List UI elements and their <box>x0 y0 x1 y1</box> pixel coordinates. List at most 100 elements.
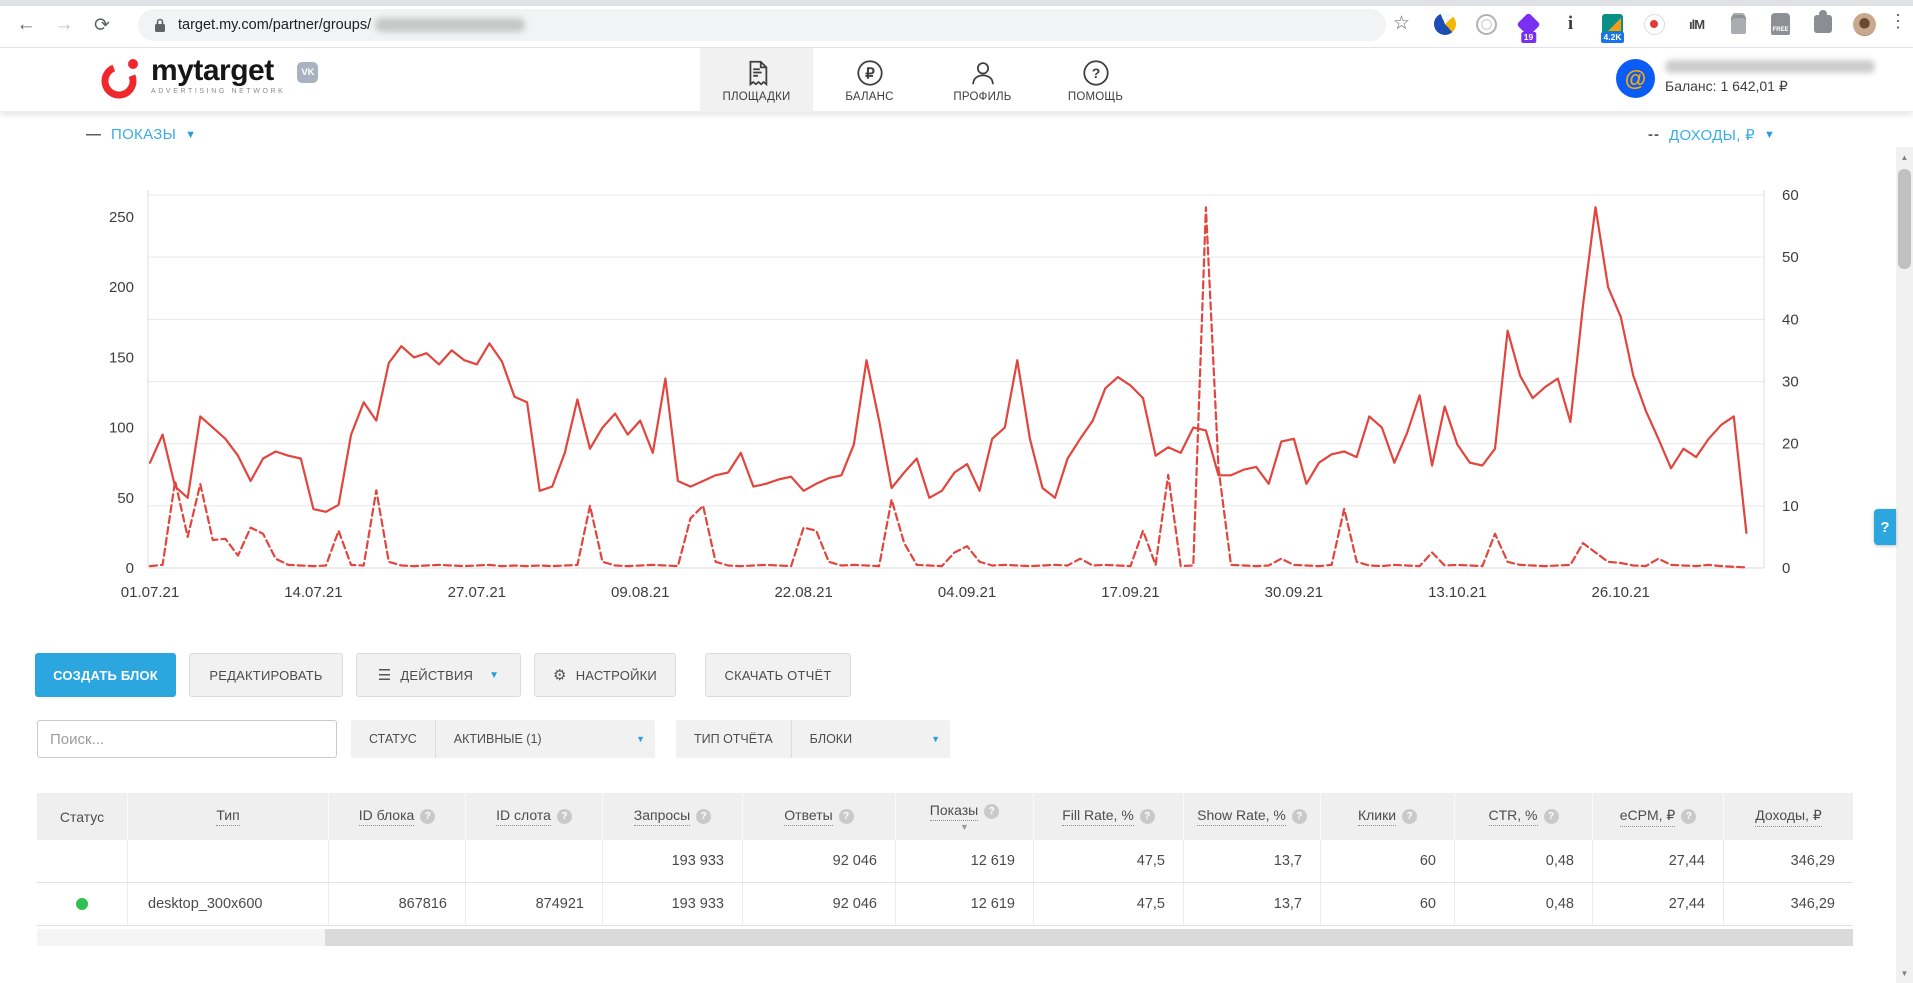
column-label-shows: Показы <box>929 802 979 821</box>
browser-tabstrip <box>0 0 1913 6</box>
actions-dropdown-button[interactable]: ☰ ДЕЙСТВИЯ ▼ <box>356 653 521 697</box>
column-header-status[interactable]: Статус <box>37 793 128 840</box>
column-header-clicks[interactable]: Клики? <box>1321 793 1455 840</box>
left-axis-tick-label: 50 <box>117 490 134 507</box>
help-icon-requests[interactable]: ? <box>696 809 712 824</box>
help-icon-responses[interactable]: ? <box>838 809 854 824</box>
hamburger-icon: ☰ <box>377 667 392 684</box>
help-icon-ctr[interactable]: ? <box>1543 809 1559 824</box>
column-header-shows[interactable]: Показы? ▼ <box>896 793 1034 840</box>
settings-label: НАСТРОЙКИ <box>575 667 657 683</box>
cell-type <box>128 840 329 882</box>
cell-fill_rate: 47,5 <box>1034 883 1184 925</box>
column-header-requests[interactable]: Запросы? <box>603 793 743 840</box>
download-report-button[interactable]: СКАЧАТЬ ОТЧЁТ <box>705 653 851 697</box>
edit-button[interactable]: РЕДАКТИРОВАТЬ <box>189 653 343 697</box>
globe-extension-icon[interactable] <box>1474 12 1499 37</box>
help-icon-block_id[interactable]: ? <box>420 809 436 824</box>
mytarget-logo[interactable]: mytarget ADVERTISING NETWORK VK <box>100 56 319 100</box>
table-summary-row[interactable]: 193 933 92 046 12 619 47,5 13,7 60 0,48 27,44 34… <box>37 840 1853 883</box>
recorder-extension-icon[interactable] <box>1642 12 1667 37</box>
vk-badge[interactable]: VK <box>297 62 319 83</box>
sort-desc-icon: ▼ <box>960 822 969 832</box>
cell-ctr: 0,48 <box>1455 840 1593 882</box>
table-row[interactable]: desktop_300x600 867816 874921 193 933 92 046… <box>37 883 1853 926</box>
bookmark-star-icon[interactable]: ☆ <box>1393 13 1411 34</box>
scroll-up-icon[interactable]: ▲ <box>1900 152 1909 162</box>
column-header-type[interactable]: Тип <box>128 793 329 840</box>
cell-income: 346,29 <box>1790 853 1835 869</box>
cell-clicks: 60 <box>1321 840 1455 882</box>
help-icon-slot_id[interactable]: ? <box>556 809 572 824</box>
help-fab-button[interactable]: ? <box>1874 509 1896 545</box>
vertical-scrollbar[interactable]: ▲ ▼ <box>1896 147 1913 983</box>
dashed-line-sample-icon: -- <box>1648 126 1660 143</box>
horizontal-scrollbar-thumb[interactable] <box>325 929 1853 946</box>
svg-text:₽: ₽ <box>865 65 875 82</box>
mailru-avatar: @ <box>1616 59 1655 98</box>
column-header-block_id[interactable]: ID блока? <box>329 793 466 840</box>
chevron-down-icon: ▼ <box>1764 129 1775 141</box>
i-extension-icon-glyph: i <box>1567 13 1574 34</box>
column-header-fill_rate[interactable]: Fill Rate, %? <box>1034 793 1184 840</box>
cell-income: 346,29 <box>1790 896 1835 912</box>
help-icon-shows[interactable]: ? <box>984 804 1000 819</box>
chevron-down-icon: ▼ <box>636 734 645 744</box>
vertical-scrollbar-thumb[interactable] <box>1898 169 1911 269</box>
horizontal-scrollbar[interactable] <box>37 929 1853 946</box>
status-filter-dropdown[interactable]: СТАТУС АКТИВНЫЕ (1) ▼ <box>351 720 655 758</box>
help-icon-show_rate[interactable]: ? <box>1291 809 1307 824</box>
column-header-ctr[interactable]: CTR, %? <box>1455 793 1593 840</box>
nav-item-help[interactable]: ? ПОМОЩЬ <box>1039 48 1152 112</box>
column-header-ecpm[interactable]: eCPM, ₽? <box>1593 793 1724 840</box>
iim-extension-icon-glyph: ılM <box>1688 16 1705 32</box>
free-extension-icon[interactable]: FREE <box>1768 12 1793 37</box>
nav-item-sites[interactable]: ПЛОЩАДКИ <box>700 48 813 112</box>
gear-icon: ⚙ <box>553 667 567 684</box>
legend-shows-dropdown[interactable]: — ПОКАЗЫ ▼ <box>86 126 196 143</box>
cell-slot_id: 874921 <box>466 883 603 925</box>
help-icon-ecpm[interactable]: ? <box>1681 809 1697 824</box>
purple-extension-icon[interactable]: 19 <box>1516 11 1541 43</box>
legend-income-dropdown[interactable]: -- ДОХОДЫ, ₽ ▼ <box>1648 126 1775 144</box>
sphere-extension-icon-glyph <box>1433 13 1456 35</box>
shows-solid-line <box>148 206 1748 534</box>
account-widget[interactable]: @ Баланс: 1 642,01 ₽ <box>1616 59 1875 98</box>
i-extension-icon[interactable]: i <box>1558 12 1583 37</box>
settings-button[interactable]: ⚙ НАСТРОЙКИ <box>534 653 676 697</box>
report-type-dropdown[interactable]: ТИП ОТЧЁТА БЛОКИ ▼ <box>676 720 950 758</box>
nav-item-profile[interactable]: ПРОФИЛЬ <box>926 48 1039 112</box>
column-header-responses[interactable]: Ответы? <box>743 793 896 840</box>
browser-forward-icon[interactable]: → <box>54 14 74 35</box>
chart-canvas: 0 50 100 150 200 250 0 10 20 30 40 50 60 01.07.21 14.0… <box>109 187 1799 601</box>
browser-reload-icon[interactable]: ⟳ <box>94 14 110 36</box>
x-axis-tick-label: 04.09.21 <box>938 584 996 601</box>
help-icon-clicks[interactable]: ? <box>1402 809 1418 824</box>
column-header-show_rate[interactable]: Show Rate, %? <box>1184 793 1321 840</box>
browser-back-icon[interactable]: ← <box>16 14 36 35</box>
column-label-fill_rate: Fill Rate, % <box>1062 807 1134 826</box>
chevron-down-icon: ▼ <box>489 669 500 681</box>
lock-icon <box>155 18 165 32</box>
nav-item-balance[interactable]: ₽ БАЛАНС <box>813 48 926 112</box>
address-bar[interactable]: target.my.com/partner/groups/ <box>138 9 1386 41</box>
scroll-down-icon[interactable]: ▼ <box>1900 968 1909 978</box>
browser-menu-icon[interactable]: ⋮ <box>1889 11 1907 31</box>
column-header-slot_id[interactable]: ID слота? <box>466 793 603 840</box>
search-input[interactable] <box>37 720 337 758</box>
status-filter-label: СТАТУС <box>351 720 436 758</box>
iim-extension-icon[interactable]: ılM <box>1684 12 1709 37</box>
avatar-extension-icon[interactable] <box>1852 12 1877 37</box>
ruble-circle-icon: ₽ <box>856 59 883 86</box>
create-block-button[interactable]: СОЗДАТЬ БЛОК <box>35 653 176 697</box>
left-axis-tick-label: 250 <box>109 209 134 226</box>
report-type-value: БЛОКИ <box>809 732 853 746</box>
column-header-income[interactable]: Доходы, ₽ <box>1724 793 1853 840</box>
sphere-extension-icon[interactable] <box>1432 12 1457 37</box>
robot-extension-icon[interactable] <box>1726 12 1751 37</box>
puzzle-extension-icon[interactable] <box>1810 10 1835 37</box>
chart-extension-icon[interactable]: 4.2K <box>1600 12 1625 43</box>
help-icon-fill_rate[interactable]: ? <box>1139 809 1155 824</box>
site-header: mytarget ADVERTISING NETWORK VK ПЛОЩАДКИ… <box>0 48 1913 112</box>
column-label-income: Доходы, ₽ <box>1755 807 1822 827</box>
